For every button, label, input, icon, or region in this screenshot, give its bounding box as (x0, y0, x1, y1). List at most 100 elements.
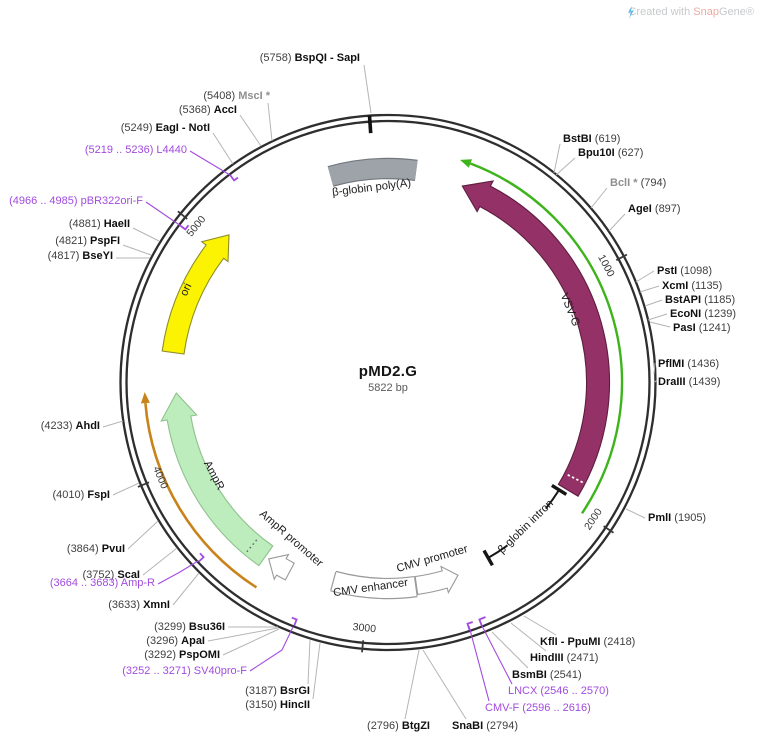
primer-label: CMV-F (2596 .. 2616) (485, 702, 591, 714)
site-bpu10i: Bpu10I (627) (555, 147, 643, 176)
site-psti: PstI (1098) (635, 265, 712, 283)
leader-line (654, 379, 658, 383)
site-bseyi: (4817) BseYI (48, 250, 150, 262)
site-pvui: (3864) PvuI (67, 520, 159, 555)
site-bsmbi: BsmBI (2541) (491, 631, 582, 681)
leader-line (553, 143, 561, 174)
site-label: BclI * (794) (610, 177, 666, 189)
site-pmli: PmlI (1905) (625, 508, 706, 524)
primer-bracket (478, 616, 486, 626)
leader-line (172, 572, 200, 606)
cmv-enhancer-cap (330, 571, 337, 591)
beta-globin-polyA-band (327, 159, 418, 186)
primer-bracket (291, 616, 298, 626)
site-label: (5408) MscI * (203, 90, 270, 102)
leader-line (102, 420, 124, 428)
site-label: PflMI (1436) (658, 358, 719, 370)
site-label: (5758) BspQI - SapI (260, 52, 360, 64)
leader-line (422, 649, 467, 720)
snapgene-watermark: Created with SnapGene® (625, 6, 754, 19)
site-xmni: (3633) XmnI (108, 572, 200, 611)
site-label: (2796) BtgZI (367, 720, 430, 732)
ampr-transcript-line (144, 402, 258, 589)
ampr-arrow (160, 392, 274, 567)
primer-leader-line (468, 625, 490, 702)
cmv-enhancer-band (330, 571, 418, 598)
vsv-g-arrow (461, 180, 611, 497)
site-label: XcmI (1135) (662, 280, 722, 292)
primer-label: (5219 .. 5236) L4440 (85, 144, 187, 156)
site-label: (3299) Bsu36I (154, 621, 225, 633)
tick-mark (177, 210, 188, 220)
leader-line (142, 547, 178, 576)
feature-label-beta-globin-intron: β-globin intron (496, 498, 556, 557)
vsv-g-transcript-arrowhead (460, 159, 472, 168)
site-label: (5368) AccI (179, 104, 237, 116)
site-label: (4881) HaeII (69, 218, 130, 230)
primer-cmv-f: CMV-F (2596 .. 2616) (466, 621, 591, 714)
watermark-brand-suffix: Gene® (718, 6, 754, 18)
site-hincii: (3150) HincII (245, 642, 321, 711)
site-acci: (5368) AccI (179, 104, 262, 147)
feature-label-cmv-promoter: CMV promoter (395, 543, 469, 575)
site-snabi: SnaBI (2794) (422, 649, 518, 732)
site-bcli-: BclI * (794) (590, 177, 666, 209)
plasmid-size: 5822 bp (368, 382, 408, 394)
feature-ampr (160, 392, 274, 567)
leader-line (653, 362, 656, 375)
tick-label: 1000 (595, 253, 617, 279)
leader-line (307, 639, 311, 685)
leader-line (608, 213, 626, 232)
primer-sv40pro-f: (3252 .. 3271) SV40pro-F (122, 616, 298, 677)
tick-mark (361, 640, 365, 653)
site-label: (3633) XmnI (108, 599, 170, 611)
primer-lncx: LNCX (2546 .. 2570) (478, 616, 609, 697)
origin-site-tick (367, 115, 373, 134)
site-pasi: PasI (1241) (649, 321, 730, 334)
tick-mark (603, 525, 614, 534)
leader-line (404, 649, 420, 720)
plasmid-title-block: pMD2.G 5822 bp (359, 363, 417, 394)
leader-line (639, 285, 660, 293)
plasmid-name: pMD2.G (358, 363, 418, 380)
feature-beta-globin-intron (482, 483, 568, 567)
primer-l4440: (5219 .. 5236) L4440 (85, 144, 239, 182)
leader-line (491, 631, 529, 669)
feature-ampr-promoter (268, 553, 295, 581)
site-label: (4821) PspFI (55, 235, 120, 247)
leader-line (112, 482, 140, 496)
beta-globin-intron-stub (545, 489, 560, 510)
site-label: PstI (1098) (657, 265, 712, 277)
primer-label: (3664 .. 3683) Amp-R (50, 577, 155, 589)
site-label: Bpu10I (627) (578, 147, 643, 159)
feature-beta-globin-polyA (327, 157, 418, 187)
leader-line (127, 520, 159, 550)
primer-leader-line (249, 626, 294, 672)
leader-line (363, 64, 372, 114)
primer-amp-r: (3664 .. 3683) Amp-R (50, 552, 205, 589)
site-btgzi: (2796) BtgZI (367, 649, 430, 732)
site-label: HindIII (2471) (530, 652, 598, 664)
site-label: PasI (1241) (673, 322, 730, 334)
primer-leader-line (189, 150, 231, 176)
primer-bracket (229, 174, 239, 182)
primer-pbr322ori-f: (4966 .. 4985) pBR322ori-F (9, 195, 190, 231)
primer-bracket (179, 224, 190, 231)
site-label: (3187) BsrGI (245, 685, 310, 697)
scale-tick-5000: 5000 (177, 210, 208, 239)
site-xcmi: XcmI (1135) (639, 280, 722, 293)
site-label: (3864) PvuI (67, 543, 125, 555)
site-label: (4233) AhdI (41, 420, 100, 432)
site-haeii: (4881) HaeII (69, 218, 160, 242)
leader-line (312, 642, 321, 700)
leader-line (510, 622, 547, 652)
feature-ampr-transcript (140, 392, 258, 589)
tick-label: 4000 (150, 465, 170, 491)
site-econi: EcoNI (1239) (647, 308, 736, 321)
site-label: EcoNI (1239) (670, 308, 736, 320)
leader-line (590, 187, 608, 209)
site-bstapi: BstAPI (1185) (644, 294, 735, 307)
primer-label: LNCX (2546 .. 2570) (508, 685, 609, 697)
